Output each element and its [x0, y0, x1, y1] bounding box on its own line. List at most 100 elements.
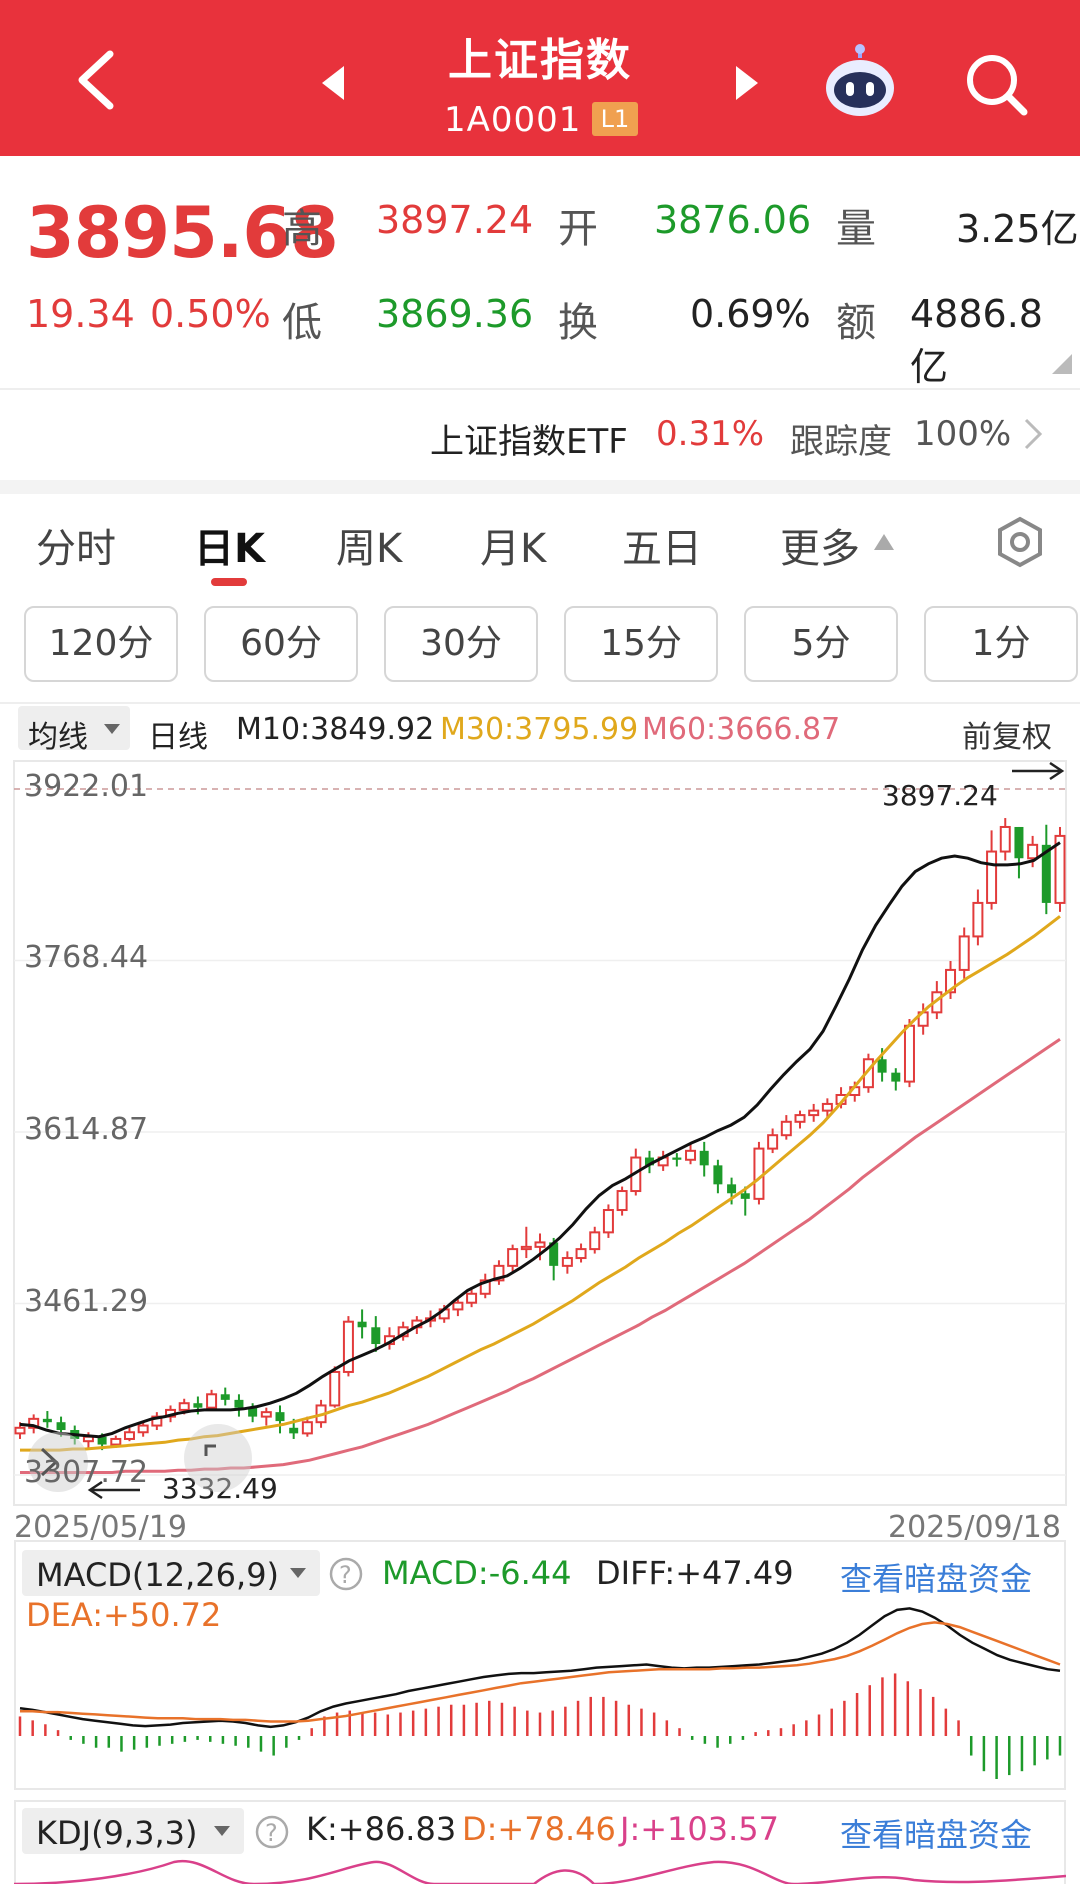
fullscreen-button[interactable] — [184, 1424, 252, 1492]
k-value: K:+86.83 — [306, 1810, 457, 1848]
candle — [657, 1150, 669, 1171]
candle — [493, 1260, 505, 1285]
help-icon[interactable]: ? — [254, 1814, 290, 1850]
candle — [206, 1389, 218, 1412]
candle — [794, 1110, 806, 1129]
candle — [958, 927, 970, 979]
candle — [301, 1416, 313, 1437]
candle — [479, 1273, 491, 1299]
tab-weekly-k[interactable]: 周K — [336, 526, 403, 572]
amount-label: 额 — [836, 300, 876, 346]
etf-percent: 0.31% — [656, 414, 765, 454]
prev-stock-icon[interactable] — [318, 64, 348, 102]
svg-text:?: ? — [339, 1561, 352, 1589]
candle — [42, 1411, 52, 1428]
candle — [466, 1287, 478, 1308]
candle — [357, 1309, 367, 1339]
macd-selector[interactable]: MACD(12,26,9) — [22, 1550, 320, 1596]
period-5min-button[interactable]: 5分 — [744, 606, 898, 682]
caret-up-icon[interactable] — [872, 532, 896, 552]
ma60-line — [20, 1037, 1061, 1474]
dark-pool-link[interactable]: 查看暗盘资金 — [840, 1560, 1033, 1598]
candle — [1041, 824, 1051, 915]
macd-panel — [14, 1540, 1066, 1790]
dark-pool-link-2[interactable]: 查看暗盘资金 — [840, 1816, 1033, 1854]
candle — [685, 1144, 697, 1165]
candle — [821, 1098, 833, 1118]
y-axis-label: 3461.29 — [24, 1283, 149, 1319]
candle — [945, 960, 957, 999]
diff-value: DIFF:+47.49 — [596, 1554, 794, 1592]
low-marker: 3332.49 — [162, 1472, 278, 1505]
current-price: 3895.68 — [26, 192, 339, 274]
open-label: 开 — [558, 206, 598, 252]
candlestick-chart[interactable]: 3897.24 3332.49 — [0, 755, 1080, 1515]
period-60min-button[interactable]: 60分 — [204, 606, 358, 682]
period-30min-button[interactable]: 30分 — [384, 606, 538, 682]
kdj-selector[interactable]: KDJ(9,3,3) — [22, 1808, 244, 1854]
ma-type: 日线 — [148, 720, 208, 755]
candle — [602, 1204, 614, 1238]
ma-selector-label: 均线 — [28, 720, 88, 755]
stock-code: 1A0001 — [444, 100, 582, 140]
candle — [891, 1068, 901, 1091]
candle — [780, 1115, 792, 1140]
adjust-mode[interactable]: 前复权 — [962, 720, 1052, 755]
candle — [1014, 826, 1024, 879]
robot-assistant-icon[interactable] — [820, 44, 900, 120]
active-tab-indicator — [211, 578, 247, 586]
dropdown-caret-icon — [214, 1826, 230, 1836]
kdj-panel — [14, 1800, 1066, 1884]
tab-intraday[interactable]: 分时 — [36, 526, 116, 572]
ma60-value: M60:3666.87 — [642, 712, 841, 747]
svg-text:?: ? — [265, 1819, 278, 1847]
y-axis-label: 3614.87 — [24, 1111, 149, 1147]
candle — [123, 1427, 135, 1442]
j-value: J:+103.57 — [620, 1810, 779, 1848]
dropdown-caret-icon — [290, 1568, 306, 1578]
help-icon[interactable]: ? — [328, 1556, 364, 1592]
tab-daily-k[interactable]: 日K — [194, 526, 265, 572]
change-value: 19.34 — [26, 292, 135, 336]
candle — [275, 1405, 285, 1434]
level-badge: L1 — [592, 102, 638, 136]
page-title: 上证指数 — [448, 35, 632, 86]
start-date: 2025/05/19 — [14, 1510, 187, 1545]
turnover-label: 换 — [558, 300, 598, 346]
period-1min-button[interactable]: 1分 — [924, 606, 1078, 682]
candle — [234, 1394, 244, 1417]
next-stock-icon[interactable] — [732, 64, 762, 102]
section-separator — [0, 480, 1080, 494]
change-percent: 0.50% — [150, 292, 271, 336]
divider — [0, 388, 1080, 390]
candle — [329, 1366, 341, 1408]
y-axis-label: 3768.44 — [24, 940, 149, 976]
tab-five-day[interactable]: 五日 — [622, 526, 702, 572]
period-120min-button[interactable]: 120分 — [24, 606, 178, 682]
candle — [220, 1387, 230, 1406]
chevron-right-icon — [1024, 418, 1043, 450]
back-arrow-icon[interactable] — [72, 48, 120, 112]
candle — [808, 1103, 820, 1122]
etf-name: 上证指数ETF — [430, 422, 628, 462]
tracking-value: 100% — [914, 414, 1012, 454]
candle — [753, 1141, 765, 1205]
dea-line — [20, 1621, 1061, 1723]
low-label: 低 — [282, 300, 322, 346]
tab-more[interactable]: 更多 — [780, 526, 860, 572]
search-icon[interactable] — [962, 50, 1032, 120]
tab-monthly-k[interactable]: 月K — [480, 526, 547, 572]
expand-corner-icon[interactable] — [1052, 354, 1072, 374]
etf-row[interactable]: 上证指数ETF 0.31% 跟踪度 100% — [0, 390, 1080, 480]
turnover-value: 0.69% — [690, 292, 811, 336]
candle — [1054, 826, 1066, 912]
amount-value: 4886.8亿 — [910, 292, 1043, 389]
dropdown-caret-icon — [104, 724, 120, 734]
ma-selector[interactable]: 均线 — [18, 706, 130, 755]
candle — [589, 1226, 601, 1254]
macd-value: MACD:-6.44 — [382, 1554, 572, 1592]
period-15min-button[interactable]: 15分 — [564, 606, 718, 682]
settings-hexagon-icon[interactable] — [994, 516, 1046, 568]
dea-value: DEA:+50.72 — [26, 1596, 222, 1634]
top-app-bar: 上证指数 1A0001 L1 — [0, 0, 1080, 156]
